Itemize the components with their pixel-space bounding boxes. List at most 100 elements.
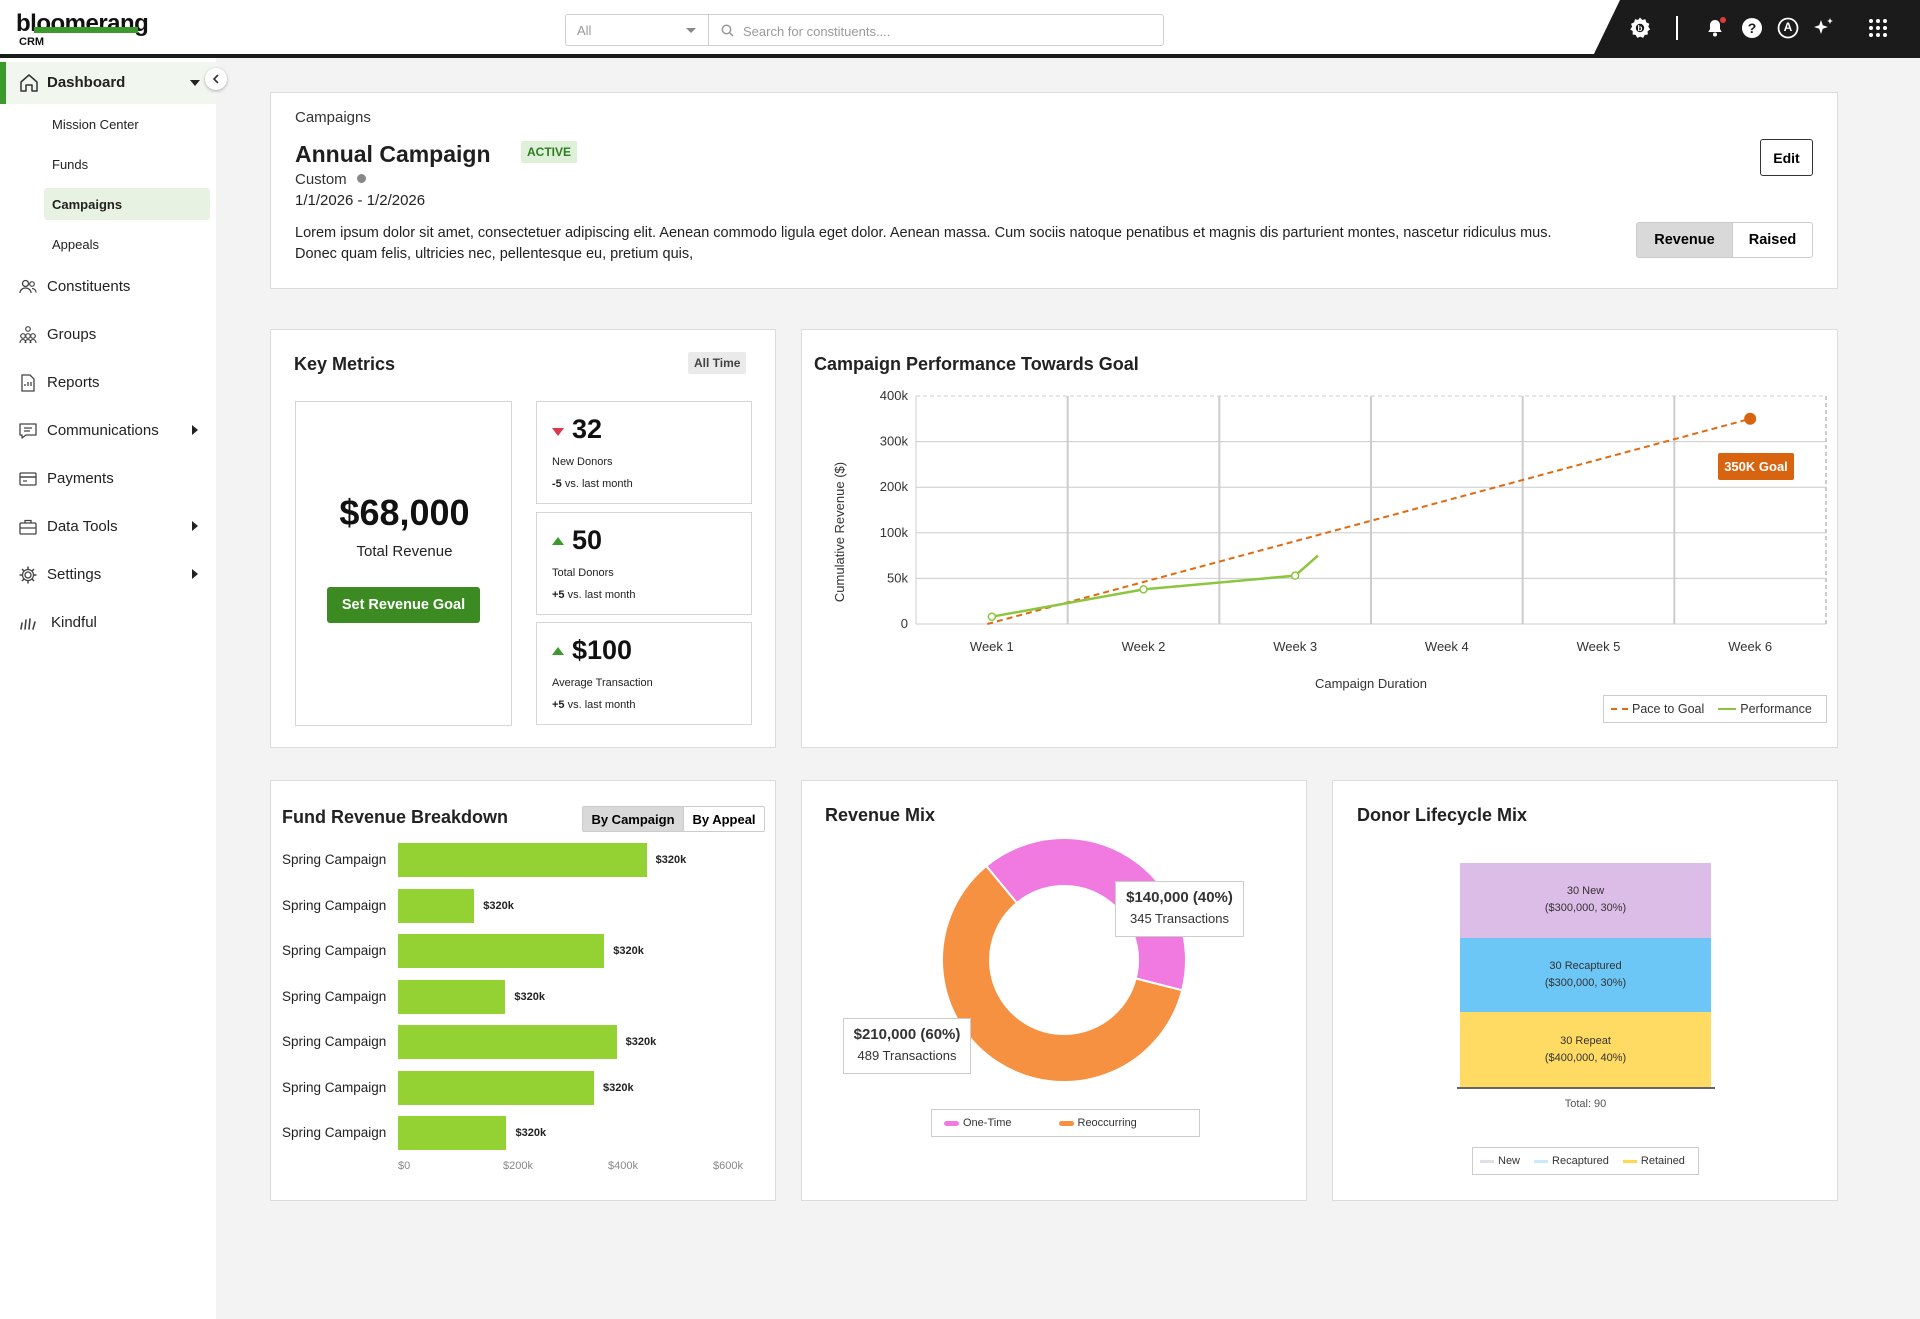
fund-bar[interactable]	[398, 979, 506, 1014]
sidebar-item-groups[interactable]: Groups	[0, 316, 216, 352]
logo-sub: CRM	[19, 36, 45, 48]
bell-icon[interactable]	[1703, 16, 1727, 40]
toggle-raised[interactable]: Raised	[1732, 222, 1813, 258]
campaign-header-card: Campaigns Annual Campaign ACTIVE Custom …	[270, 92, 1838, 289]
sidebar-item-mission-center[interactable]: Mission Center	[52, 117, 139, 132]
pace-to-goal-line	[987, 417, 1751, 625]
status-badge: ACTIVE	[521, 141, 578, 163]
campaign-description: Lorem ipsum dolor sit amet, consectetuer…	[295, 225, 1552, 262]
performance-point	[1139, 585, 1148, 594]
bar-category-label: Spring Campaign	[282, 897, 387, 913]
sidebar-item-label: Groups	[47, 326, 97, 343]
y-tick-label: 300k	[880, 434, 909, 449]
recaptured-swatch	[1534, 1159, 1549, 1163]
metric-value: 32	[572, 414, 603, 444]
search-input[interactable]	[743, 21, 1143, 41]
info-icon[interactable]	[356, 174, 366, 183]
metric-delta: +5 vs. last month	[552, 699, 635, 711]
edit-button[interactable]: Edit	[1760, 139, 1813, 176]
fund-bar[interactable]	[398, 888, 475, 923]
search-field[interactable]	[708, 14, 1164, 46]
sidebar-item-campaigns[interactable]: Campaigns	[44, 188, 210, 220]
avatar[interactable]: A	[1776, 16, 1800, 40]
performance-card: Campaign Performance Towards Goal 0 50k 10…	[801, 329, 1838, 748]
one-time-swatch	[944, 1120, 959, 1126]
report-icon	[21, 374, 35, 392]
trend-down-icon	[552, 428, 564, 436]
chevron-down-icon	[190, 80, 200, 86]
metric-delta-value: +5	[552, 589, 565, 601]
bar-category-label: Spring Campaign	[282, 988, 387, 1004]
sidebar-item-label: Kindful	[51, 614, 97, 631]
sidebar-item-appeals[interactable]: Appeals	[52, 237, 99, 252]
fund-bar[interactable]	[398, 934, 605, 968]
sidebar-item-reports[interactable]: Reports	[0, 364, 216, 400]
y-tick-label: 400k	[880, 388, 909, 403]
app-grid-icon[interactable]	[1866, 16, 1890, 40]
y-tick-label: 50k	[887, 570, 908, 585]
breadcrumb[interactable]: Campaigns	[295, 109, 371, 126]
metric-delta-value: +5	[552, 699, 565, 711]
chart-legend: Pace to Goal Performance	[1603, 695, 1827, 723]
fund-bar[interactable]	[398, 1116, 507, 1150]
bar-value-label: $320k	[603, 1081, 634, 1094]
reoccurring-swatch	[1058, 1120, 1074, 1126]
metric-delta-suffix: vs. last month	[567, 699, 636, 711]
x-tick-label: Week 4	[1425, 639, 1469, 654]
bar-value-label: $320k	[515, 1127, 547, 1139]
lifecycle-segment-recaptured[interactable]: 30 Recaptured ($300,000, 30%)	[1460, 937, 1711, 1013]
lifecycle-baseline	[1457, 1087, 1715, 1089]
sidebar-item-data-tools[interactable]: Data Tools	[0, 508, 216, 544]
fund-bar[interactable]	[398, 1025, 617, 1059]
sidebar-item-kindful[interactable]: Kindful	[0, 604, 216, 640]
people-icon	[19, 279, 37, 294]
toggle-by-appeal[interactable]: By Appeal	[683, 806, 765, 832]
metric-delta-suffix: vs. last month	[564, 478, 633, 490]
bar-value-label: $320k	[483, 899, 514, 912]
x-tick-label: Week 6	[1728, 639, 1772, 654]
help-icon[interactable]: ?	[1740, 16, 1764, 40]
sidebar-item-communications[interactable]: Communications	[0, 412, 216, 448]
performance-line	[991, 554, 1319, 618]
scope-select[interactable]: All	[565, 14, 709, 46]
performance-legend-swatch	[1718, 708, 1737, 710]
x-tick-label: $400k	[608, 1160, 638, 1172]
sidebar-item-dashboard[interactable]: Dashboard	[0, 62, 216, 104]
toggle-revenue[interactable]: Revenue	[1636, 222, 1733, 258]
lifecycle-segment-repeat[interactable]: 30 Repeat ($400,000, 40%)	[1460, 1012, 1711, 1087]
metric-value: 50	[572, 525, 603, 555]
tooltip-amount: $210,000 (60%)	[853, 1026, 961, 1043]
metric-delta: +5 vs. last month	[552, 589, 635, 601]
collapse-sidebar-button[interactable]	[205, 68, 227, 90]
metric-label: Total Donors	[552, 567, 614, 579]
toggle-by-campaign[interactable]: By Campaign	[582, 806, 684, 832]
legend-label-new: New	[1498, 1155, 1521, 1167]
sidebar-item-settings[interactable]: Settings	[0, 556, 216, 592]
sidebar-item-funds[interactable]: Funds	[52, 157, 89, 172]
lifecycle-stacked-bar: 30 New ($300,000, 30%) 30 Recaptured ($300,…	[1460, 863, 1711, 1087]
tooltip-reoccurring: $210,000 (60%) 489 Transactions	[843, 1018, 971, 1074]
fund-bar[interactable]	[398, 843, 647, 877]
x-tick-label: $200k	[503, 1160, 533, 1172]
lifecycle-segment-new[interactable]: 30 New ($300,000, 30%)	[1460, 863, 1711, 938]
range-badge[interactable]: All Time	[688, 352, 747, 374]
sidebar-item-constituents[interactable]: Constituents	[0, 268, 216, 304]
performance-point	[987, 612, 997, 621]
bloomerang-gear-icon[interactable]: b	[1628, 16, 1652, 40]
donor-lifecycle-card: Donor Lifecycle Mix 30 New ($300,000, 30%…	[1332, 780, 1838, 1201]
chevron-down-icon	[686, 28, 696, 33]
legend-label-retained: Retained	[1640, 1155, 1685, 1167]
x-tick-label: Week 2	[1122, 639, 1166, 654]
total-revenue-panel: $68,000 Total Revenue Set Revenue Goal	[295, 401, 512, 726]
sidebar-item-payments[interactable]: Payments	[0, 460, 216, 496]
fund-bar[interactable]	[398, 1070, 595, 1105]
legend-label-reoccurring: Reoccurring	[1077, 1117, 1137, 1129]
x-tick-label: Week 5	[1577, 639, 1621, 654]
chevron-left-icon	[212, 74, 219, 84]
sidebar-item-label: Reports	[47, 374, 100, 391]
card-title: Donor Lifecycle Mix	[1357, 805, 1528, 825]
sparkle-icon[interactable]	[1812, 16, 1836, 40]
toolbar-divider	[1676, 16, 1678, 40]
briefcase-icon	[19, 519, 37, 535]
set-revenue-goal-button[interactable]: Set Revenue Goal	[327, 587, 480, 623]
